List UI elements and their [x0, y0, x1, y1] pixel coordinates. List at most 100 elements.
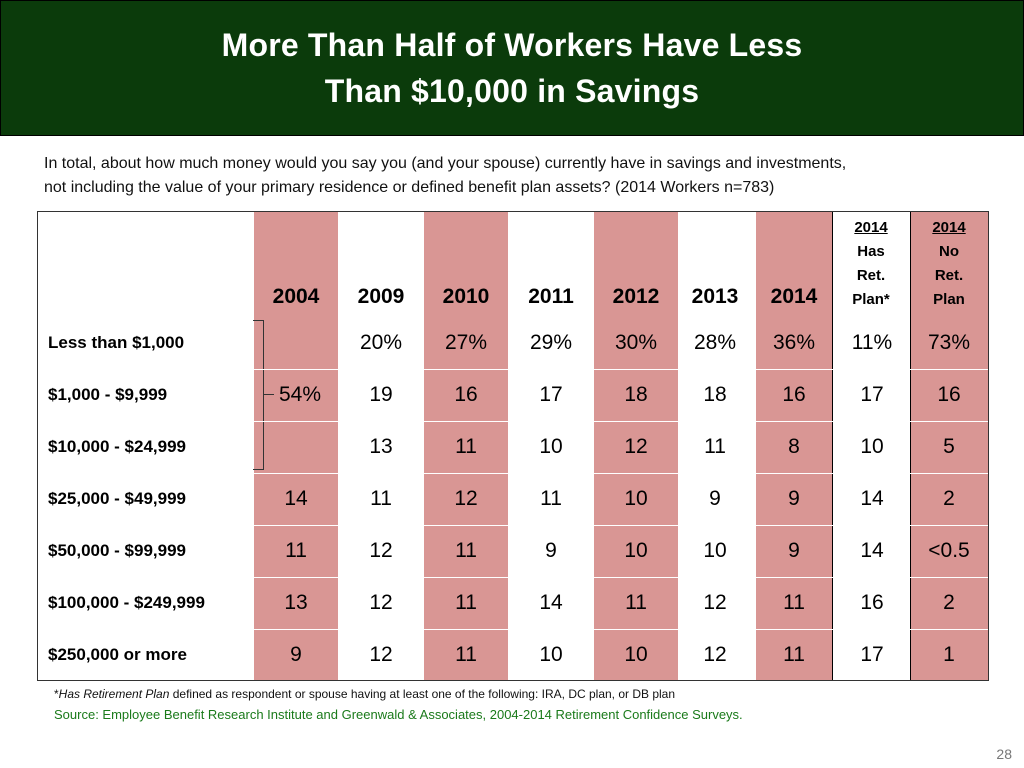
- table-cell: 10: [624, 643, 648, 666]
- table-cell: 11: [455, 435, 477, 458]
- footnote-italic: Has Retirement Plan: [58, 687, 170, 701]
- table-cell: 12: [369, 643, 393, 666]
- table-cell: 73%: [927, 331, 971, 354]
- table-cell: 11%: [851, 331, 893, 354]
- table-cell: [254, 421, 338, 473]
- table-cell: [254, 317, 338, 369]
- table-cell: 12: [624, 435, 648, 458]
- separator-line-right: [910, 212, 911, 680]
- header-year-2011: 2011: [528, 285, 574, 308]
- table-cell: 13: [369, 435, 393, 458]
- table-cell: 14: [539, 591, 563, 614]
- table-cell: [254, 369, 338, 421]
- source-citation: Source: Employee Benefit Research Instit…: [54, 707, 743, 722]
- bracket-2004-tick: [264, 394, 274, 395]
- header-has-plan-l3: Ret.: [856, 267, 886, 284]
- row-divider: [38, 421, 988, 422]
- header-has-plan: 2014 Has Ret. Plan*: [834, 216, 908, 312]
- table-cell: 30%: [614, 331, 658, 354]
- header-has-plan-l4: Plan*: [852, 291, 890, 308]
- page-title-line-2: Than $10,000 in Savings: [324, 73, 700, 109]
- row-label: $25,000 - $49,999: [48, 489, 187, 508]
- table-cell: 12: [703, 643, 727, 666]
- table-cell: 16: [454, 383, 478, 406]
- table-cell: 10: [539, 643, 563, 666]
- table-cell: 18: [703, 383, 727, 406]
- row-divider: [38, 369, 988, 370]
- table-cell: 11: [783, 643, 805, 666]
- row-divider: [38, 473, 988, 474]
- table-cell: 8: [788, 435, 800, 458]
- table-cell: 2: [943, 487, 955, 510]
- header-has-plan-l2: Has: [857, 243, 885, 260]
- table-cell: 11: [455, 591, 477, 614]
- header-no-plan: 2014 No Ret. Plan: [912, 216, 986, 312]
- table-cell: 9: [709, 487, 721, 510]
- table-cell: 10: [703, 539, 727, 562]
- table-cell: 11: [370, 487, 392, 510]
- header-has-plan-year: 2014: [854, 219, 888, 236]
- row-label: $50,000 - $99,999: [48, 541, 187, 560]
- header-year-2012: 2012: [612, 285, 660, 308]
- header-year-2014: 2014: [770, 285, 818, 308]
- header-year-2013: 2013: [691, 285, 739, 308]
- row-label: $1,000 - $9,999: [48, 385, 168, 404]
- table-cell: 10: [860, 435, 884, 458]
- table-cell: 16: [937, 383, 961, 406]
- table-cell: 10: [539, 435, 563, 458]
- table-cell: 18: [624, 383, 648, 406]
- table-cell: 10: [624, 487, 648, 510]
- title-banner: More Than Half of Workers Have Less Than…: [0, 0, 1024, 136]
- table-cell: 12: [454, 487, 478, 510]
- table-cell: 11: [455, 539, 477, 562]
- table-cell: 11: [285, 539, 307, 562]
- savings-table: 2004 2009 2010 2011 2012 2013 2014 2014 …: [37, 211, 989, 681]
- header-no-plan-l4: Plan: [933, 291, 965, 308]
- table-cell: 29%: [529, 331, 573, 354]
- table-cell: 11: [455, 643, 477, 666]
- shade-col-2012: [594, 212, 678, 680]
- row-label: $10,000 - $24,999: [48, 437, 187, 456]
- table-cell: 16: [860, 591, 884, 614]
- page-title-line-1: More Than Half of Workers Have Less: [221, 27, 803, 63]
- table-cell: 36%: [772, 331, 816, 354]
- header-year-2009: 2009: [357, 285, 405, 308]
- header-no-plan-l3: Ret.: [934, 267, 964, 284]
- combined-2004-value: 54%: [278, 383, 322, 406]
- row-divider: [38, 525, 988, 526]
- footnote: *Has Retirement Plan defined as responde…: [54, 687, 675, 701]
- table-cell: 12: [369, 539, 393, 562]
- header-no-plan-l2: No: [939, 243, 959, 260]
- header-year-2004: 2004: [272, 285, 320, 308]
- table-cell: 17: [860, 643, 884, 666]
- table-cell: 10: [624, 539, 648, 562]
- table-cell: 9: [788, 539, 800, 562]
- table-cell: 5: [943, 435, 955, 458]
- table-cell: 11: [540, 487, 562, 510]
- table-cell: 27%: [444, 331, 488, 354]
- table-cell: 17: [860, 383, 884, 406]
- page-number: 28: [996, 746, 1012, 762]
- table-cell: 9: [545, 539, 557, 562]
- shade-col-2014: [756, 212, 832, 680]
- row-label: $100,000 - $249,999: [48, 593, 205, 612]
- bracket-2004: [253, 320, 264, 470]
- shade-col-2004: [254, 212, 338, 680]
- table-cell: 14: [284, 487, 308, 510]
- table-cell: 9: [788, 487, 800, 510]
- footnote-text: defined as respondent or spouse having a…: [169, 687, 676, 701]
- row-label: Less than $1,000: [48, 333, 185, 352]
- table-cell: 20%: [359, 331, 403, 354]
- table-cell: 14: [860, 487, 884, 510]
- table-cell: 1: [943, 643, 955, 666]
- separator-line-left: [832, 212, 833, 680]
- shade-col-no-plan: [910, 212, 988, 680]
- row-divider: [38, 629, 988, 630]
- table-cell: 11: [783, 591, 805, 614]
- survey-question-line-2: not including the value of your primary …: [44, 179, 775, 196]
- table-cell: 19: [369, 383, 393, 406]
- table-cell: 9: [290, 643, 302, 666]
- header-no-plan-year: 2014: [932, 219, 966, 236]
- row-label: $250,000 or more: [48, 645, 187, 664]
- table-cell: 2: [943, 591, 955, 614]
